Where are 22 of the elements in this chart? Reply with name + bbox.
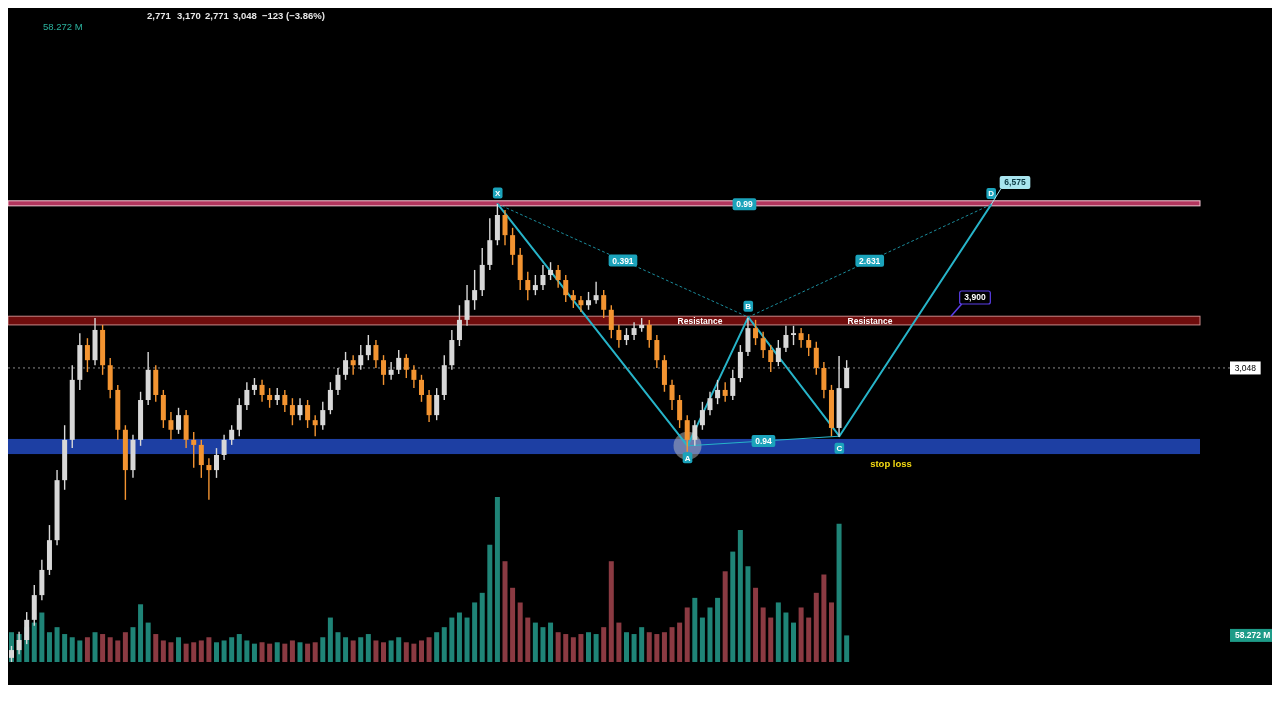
text: 3,170 bbox=[177, 10, 201, 22]
text: 3,048 bbox=[233, 10, 257, 22]
annotation: 0.99 bbox=[736, 199, 753, 210]
annotation: 0.391 bbox=[612, 255, 634, 266]
text: X bbox=[495, 188, 502, 198]
annotation: 0.94 bbox=[755, 435, 772, 446]
band-label: Resistance bbox=[677, 315, 723, 326]
text: 6,575 bbox=[1004, 177, 1026, 188]
annotation: A bbox=[684, 453, 691, 463]
text: 58.272 M bbox=[1234, 630, 1271, 641]
annotation: 3,900 bbox=[964, 292, 986, 303]
annotation: Resistance bbox=[847, 315, 893, 326]
text: −123 (−3.86%) bbox=[262, 10, 325, 22]
text: 3,048 bbox=[1234, 362, 1257, 373]
text: D bbox=[988, 189, 995, 199]
text: 2,771 bbox=[147, 10, 172, 22]
annotation: B bbox=[745, 301, 752, 311]
band-label: stop loss bbox=[870, 457, 912, 469]
text: 58.272 M bbox=[43, 21, 83, 33]
text: 2,771 bbox=[205, 10, 230, 22]
annotation: 2.631 bbox=[859, 255, 881, 266]
annotation: C bbox=[836, 444, 843, 453]
